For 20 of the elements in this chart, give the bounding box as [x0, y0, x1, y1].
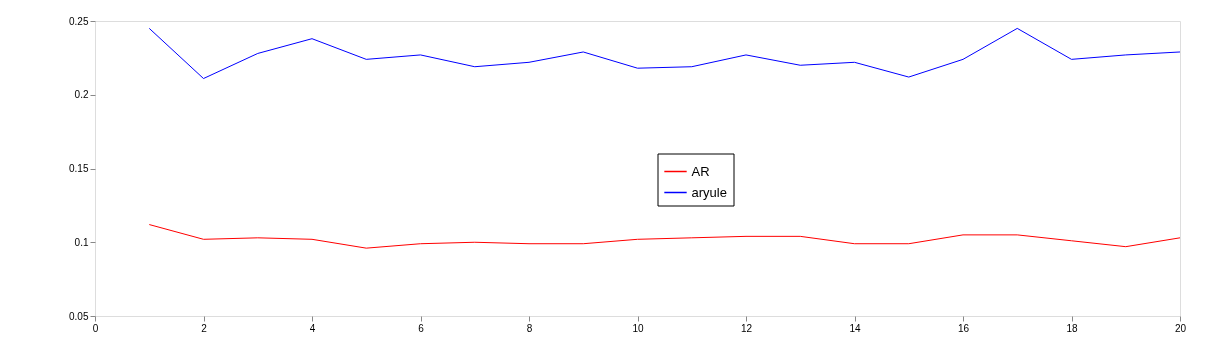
- x-tick-label: 0: [92, 322, 99, 334]
- y-tick-label: 0.05: [69, 310, 89, 322]
- x-tick-label: 18: [1066, 322, 1078, 334]
- x-tick-label: 6: [418, 322, 425, 334]
- y-tick-label: 0.2: [74, 89, 89, 101]
- y-tick-label: 0.25: [69, 15, 89, 27]
- y-tick-label: 0.1: [74, 236, 89, 248]
- legend-label: aryule: [691, 184, 727, 200]
- x-tick-label: 4: [309, 322, 316, 334]
- x-tick-label: 20: [1174, 322, 1187, 334]
- x-tick-label: 2: [201, 322, 208, 334]
- line-series: [148, 27, 1181, 80]
- line-series: [148, 224, 1181, 249]
- x-tick-label: 10: [632, 322, 644, 334]
- legend-label: AR: [691, 163, 710, 179]
- x-tick-label: 8: [526, 322, 533, 334]
- x-tick-label: 16: [957, 322, 970, 334]
- x-tick-label: 14: [849, 322, 861, 334]
- x-tick-label: 12: [740, 322, 753, 334]
- y-tick-label: 0.15: [69, 163, 89, 174]
